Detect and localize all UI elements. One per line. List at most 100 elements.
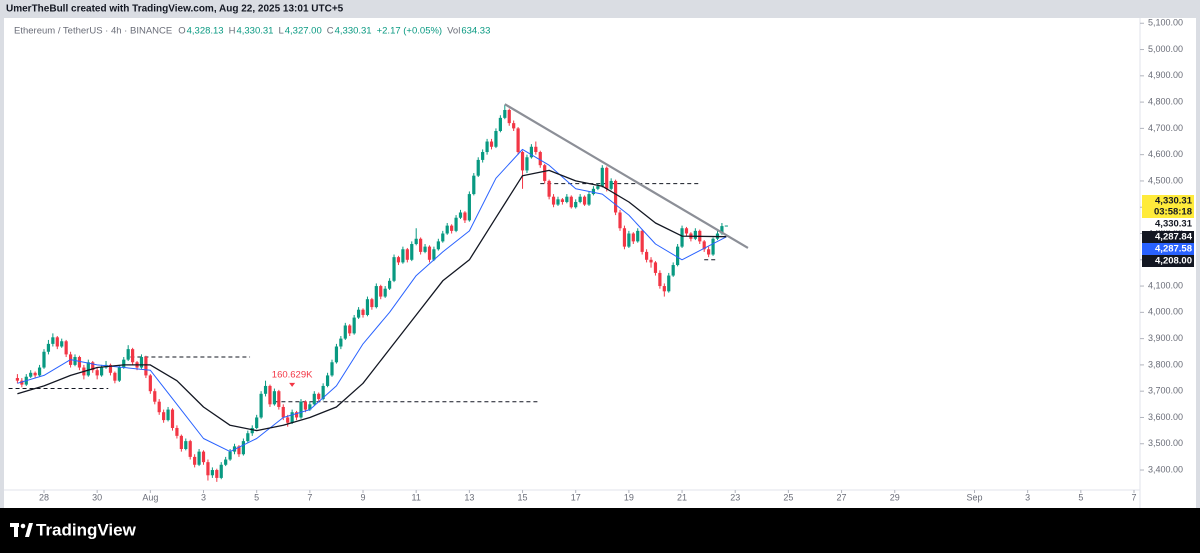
candle-body [193,456,197,465]
candle-body [702,241,706,250]
candle-body [46,343,51,352]
x-tick-label: 23 [730,492,740,502]
legend-text: +2.17 (+0.05%) [377,26,443,37]
price-label: 03:58:18 [1154,207,1192,218]
candle-body [507,109,511,124]
candle-body [126,349,130,360]
price-label-box [1142,255,1194,267]
x-tick-label: Sep [966,492,982,502]
candle-body [325,375,330,386]
candle-body [653,262,658,273]
candle-body [308,404,312,410]
candle-body [215,470,219,478]
annotation: 160.629K [272,369,313,380]
candle-body [512,123,516,129]
price-label-box [1142,243,1194,255]
y-tick-label: 5,100.00 [1148,18,1183,28]
x-tick-label: 11 [412,492,421,502]
candle-body [587,194,591,205]
candle-body [450,225,454,231]
candle-body [388,280,392,289]
candle-body [383,288,387,297]
candle-body [86,362,90,376]
candle-body [427,246,432,260]
annotation-arrow [289,382,296,387]
candle-body [658,272,662,287]
candle-body [210,470,214,476]
price-label: 4,330.31 [1155,196,1193,207]
candle-body [565,196,569,202]
legend-text: Ethereum / TetherUS · 4h · BINANCE [14,26,172,37]
x-tick-label: 19 [624,492,634,502]
candle-body [51,337,55,344]
price-label: 4,208.00 [1155,256,1192,267]
legend-text: 634.33 [461,26,490,37]
candle-body [343,325,347,339]
legend-text: 4,327.00 [285,26,322,37]
candle-body [591,188,596,195]
candle-body [396,257,401,263]
y-tick-label: 4,600.00 [1148,149,1183,159]
legend-text: H [229,26,236,37]
candle-body [613,180,618,213]
candle-body [20,380,24,385]
candle-body [268,385,272,405]
candle-body [153,391,157,402]
candle-body [303,401,308,410]
candle-body [290,412,294,423]
candle-body [179,435,183,450]
candle-body [361,309,365,315]
footer [0,508,1200,553]
candle-body [631,233,635,242]
legend-text: L [278,26,283,37]
candle-body [454,217,458,231]
candle-body [644,251,649,260]
candle-body [419,238,423,252]
price-label-box [1142,218,1194,230]
candle-body [538,152,542,166]
x-tick-label: 28 [39,492,49,502]
candle-body [463,212,467,221]
y-tick-label: 4,500.00 [1148,175,1183,185]
legend-text: 4,328.13 [187,26,224,37]
y-tick-label: 3,500.00 [1148,438,1183,448]
candle-body [596,186,600,189]
candle-body [330,362,334,376]
price-label-box [1142,206,1194,218]
y-tick-label: 3,600.00 [1148,412,1183,422]
y-tick-label: 4,900.00 [1148,70,1183,80]
candle-body [365,299,370,315]
candle-body [618,212,622,229]
candle-body [162,412,166,421]
price-label: 4,287.84 [1155,232,1193,243]
candle-body [246,433,250,442]
candle-body [556,199,560,205]
price-label-box [1142,195,1194,207]
candle-body [423,246,427,252]
candle-body [494,131,498,147]
trend-line [504,103,749,249]
x-tick-label: 17 [571,492,581,502]
candle-body [436,241,440,250]
candle-body [534,146,538,153]
x-tick-label: 5 [1078,492,1083,502]
candle-body [37,367,42,376]
candle-body [334,346,339,363]
legend-text: Vol [447,26,460,37]
chart-panel [4,18,1196,508]
candle-body [206,462,210,476]
y-tick-label: 3,900.00 [1148,333,1183,343]
candle-body [458,212,463,218]
candle-body [263,385,268,394]
x-tick-label: 21 [677,492,687,502]
candle-body [356,309,361,318]
x-tick-label: 3 [201,492,206,502]
candle-body [33,372,37,376]
candle-body [693,230,697,239]
ma-line [17,148,727,453]
candle-body [676,246,680,266]
candle-body [272,391,277,405]
candle-body [286,417,290,423]
